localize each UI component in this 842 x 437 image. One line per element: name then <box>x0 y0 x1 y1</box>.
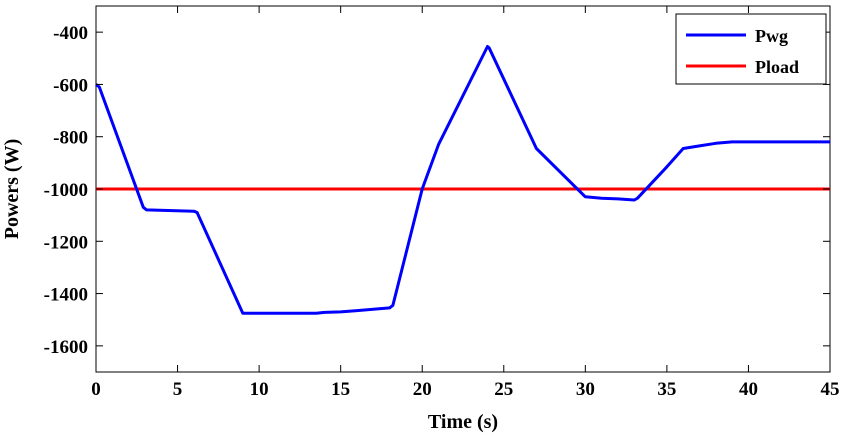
y-axis-title: Powers (W) <box>1 139 23 240</box>
y-tick-label: -600 <box>53 75 88 96</box>
series-layer <box>95 45 830 315</box>
x-tick-label: 30 <box>576 379 595 400</box>
y-tick-label: -1200 <box>44 232 88 253</box>
x-tick-label: 35 <box>657 379 676 400</box>
x-tick-label: 10 <box>250 379 269 400</box>
y-tick-label: -1400 <box>44 285 88 306</box>
y-tick-label: -1600 <box>44 337 88 358</box>
x-tick-label: 0 <box>91 379 101 400</box>
x-tick-label: 15 <box>331 379 350 400</box>
legend: Pwg Pload <box>675 13 827 85</box>
y-tick-label: -1000 <box>44 180 88 201</box>
series-line-pwg <box>95 45 830 315</box>
legend-label-pload: Pload <box>755 57 799 77</box>
x-tick-label: 25 <box>494 379 513 400</box>
legend-box <box>675 13 827 85</box>
x-tick-label: 45 <box>821 379 840 400</box>
x-tick-label: 5 <box>173 379 183 400</box>
y-ticks: -1600 -1400 -1200 -1000 -800 -600 -400 <box>44 23 830 358</box>
legend-label-pwg: Pwg <box>755 26 788 46</box>
y-tick-label: -800 <box>53 128 88 149</box>
x-tick-label: 40 <box>739 379 758 400</box>
x-tick-label: 20 <box>413 379 432 400</box>
x-axis-title: Time (s) <box>428 411 498 433</box>
y-tick-label: -400 <box>53 23 88 44</box>
x-ticks: 0 5 10 15 20 25 30 35 40 45 <box>91 6 840 400</box>
